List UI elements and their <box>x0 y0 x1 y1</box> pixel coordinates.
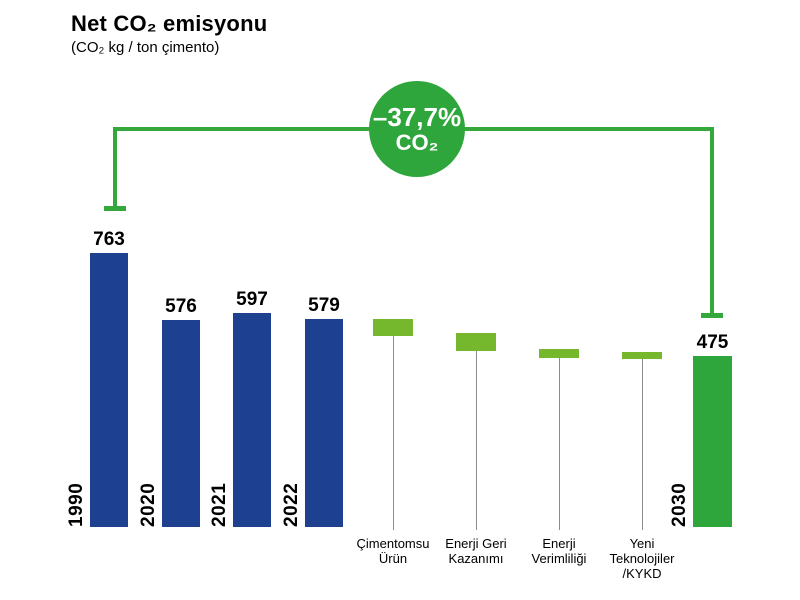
year-label-2030: 2030 <box>669 482 690 527</box>
reduction-stem-4 <box>642 358 643 530</box>
bar-2020 <box>162 320 200 527</box>
year-label-2020: 2020 <box>138 482 159 527</box>
bar-2021 <box>233 312 271 527</box>
year-label-1990: 1990 <box>66 482 87 527</box>
reduction-label-3: Enerji Verimliliği <box>531 536 587 566</box>
year-label-2021: 2021 <box>209 482 230 527</box>
bar-1990 <box>90 253 128 527</box>
bracket-left-end-cap <box>104 206 126 211</box>
reduction-stem-3 <box>559 357 560 530</box>
reduction-segment-2 <box>456 333 496 352</box>
reduction-segment-4 <box>622 352 662 359</box>
reduction-label-2: Enerji Geri Kazanımı <box>445 536 507 566</box>
reduction-percentage: –37,7% <box>372 101 462 132</box>
reduction-stem-1 <box>393 335 394 530</box>
reduction-badge: –37,7% CO₂ <box>369 81 465 177</box>
value-label-2030: 475 <box>696 332 729 354</box>
reduction-segment-3 <box>539 349 579 358</box>
value-label-2020: 576 <box>165 296 197 318</box>
reduction-label-1: Çimentomsu Ürün <box>356 536 430 566</box>
value-label-1990: 763 <box>93 229 125 250</box>
chart-subtitle: (CO₂ kg / ton çimento) <box>71 39 220 56</box>
reduction-stem-2 <box>476 351 477 530</box>
chart-title: Net CO₂ emisyonu <box>71 11 268 36</box>
bracket-right-end-cap <box>701 313 723 318</box>
reduction-label-4: Yeni Teknolojiler /KYKD <box>609 536 675 581</box>
year-label-2022: 2022 <box>281 482 302 527</box>
bar-2030 <box>693 356 732 527</box>
bracket-right-vertical-line <box>710 127 714 317</box>
value-label-2022: 579 <box>308 295 340 317</box>
value-label-2021: 597 <box>236 288 268 310</box>
reduction-segment-1 <box>373 319 413 336</box>
bar-2022 <box>305 319 343 527</box>
reduction-unit: CO₂ <box>395 130 439 156</box>
bracket-left-vertical-line <box>113 127 117 211</box>
